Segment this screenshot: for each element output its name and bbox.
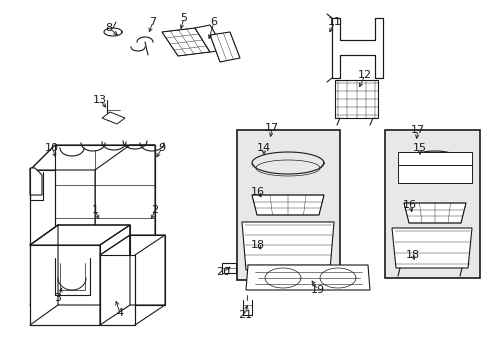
Polygon shape [242,222,333,270]
Text: 19: 19 [310,285,325,295]
Text: 12: 12 [357,70,371,80]
Polygon shape [209,32,240,62]
Text: 8: 8 [105,23,112,33]
Polygon shape [100,255,135,325]
Polygon shape [100,225,130,325]
Text: 2: 2 [151,205,158,215]
Polygon shape [334,80,377,118]
Text: 5: 5 [180,13,187,23]
Text: 18: 18 [405,250,419,260]
Text: 7: 7 [149,17,156,27]
Text: 17: 17 [264,123,279,133]
Polygon shape [245,265,369,290]
Polygon shape [403,203,465,223]
Text: 9: 9 [158,143,165,153]
Text: 16: 16 [402,200,416,210]
Text: 6: 6 [210,17,217,27]
Polygon shape [397,165,471,183]
Bar [384,130,479,278]
Text: 3: 3 [54,293,61,303]
Text: 13: 13 [93,95,107,105]
Polygon shape [55,145,155,283]
Text: 1: 1 [91,205,98,215]
Polygon shape [331,18,382,78]
Polygon shape [30,225,130,245]
Polygon shape [251,195,324,215]
Text: 14: 14 [256,143,270,153]
Text: 15: 15 [412,143,426,153]
Polygon shape [162,28,209,56]
Text: 16: 16 [250,187,264,197]
Polygon shape [102,112,125,124]
Text: 4: 4 [116,308,123,318]
Polygon shape [95,145,155,305]
Polygon shape [30,168,42,195]
Polygon shape [30,245,100,325]
Polygon shape [195,25,224,52]
Polygon shape [391,228,471,268]
Polygon shape [130,235,164,305]
Text: 10: 10 [45,143,59,153]
Polygon shape [397,152,471,170]
Polygon shape [30,170,95,305]
Text: 17: 17 [410,125,424,135]
Bar [237,130,339,280]
Polygon shape [222,263,236,273]
Polygon shape [30,145,155,170]
Text: 20: 20 [216,267,229,277]
Text: 21: 21 [238,310,251,320]
Text: 18: 18 [250,240,264,250]
Polygon shape [58,225,130,305]
Text: 11: 11 [327,17,341,27]
